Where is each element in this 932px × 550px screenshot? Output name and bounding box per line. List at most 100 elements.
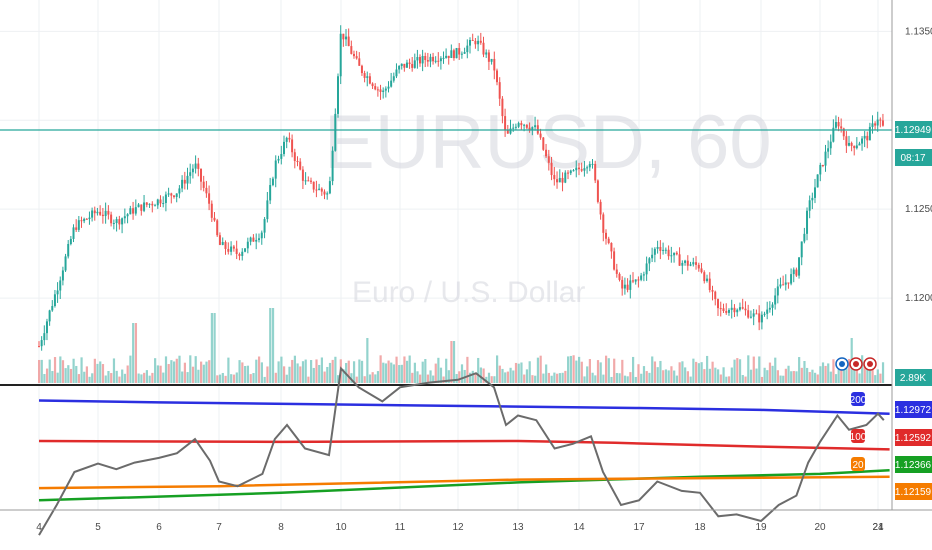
candle-191 [553, 166, 556, 186]
candle-72 [232, 244, 235, 252]
candle-182 [528, 122, 531, 133]
indicator-pane[interactable]: 200 100 20 [38, 366, 890, 536]
volume-bar-5 [51, 371, 54, 383]
volume-bar-295 [834, 374, 838, 383]
volume-bar-135 [403, 356, 406, 383]
volume-bar-110 [337, 375, 340, 383]
volume-bar-172 [501, 368, 504, 383]
candle-41 [148, 203, 151, 208]
volume-bar-171 [498, 365, 501, 383]
candle-230 [659, 240, 662, 260]
candle-218 [626, 278, 629, 293]
volume-bar-309 [871, 363, 874, 383]
candle-116 [352, 50, 355, 59]
candle-90 [283, 135, 285, 157]
volume-bar-31 [121, 369, 124, 383]
time-tick-label: 14 [573, 522, 585, 533]
price-candles[interactable] [38, 25, 884, 351]
volume-bar-59 [197, 369, 200, 383]
candle-18 [85, 218, 88, 220]
candle-87 [274, 155, 277, 188]
pane-separator[interactable] [0, 384, 932, 386]
price-axis[interactable]: 1.13500 1.12500 1.12000 1.12949 08:17 2.89K 1.… [891, 0, 932, 510]
volume-bar-102 [315, 359, 318, 383]
candle-247 [706, 274, 709, 283]
candle-282 [800, 241, 803, 266]
candle-113 [345, 29, 348, 47]
candle-131 [392, 72, 395, 83]
candle-1 [40, 336, 43, 351]
candle-184 [534, 116, 537, 131]
volume-bar-112 [342, 369, 345, 383]
volume-bar-81 [257, 356, 261, 383]
volume-bar-251 [716, 369, 720, 383]
volume-bar-287 [813, 372, 817, 383]
candle-97 [301, 166, 304, 190]
badge-text: 2.89K [900, 373, 926, 384]
candle-139 [413, 53, 416, 69]
volume-bar-75 [241, 362, 244, 383]
candle-26 [107, 205, 110, 220]
candle-289 [819, 162, 822, 182]
candle-135 [403, 63, 406, 72]
volume-bar-175 [509, 367, 512, 383]
candle-175 [509, 119, 512, 135]
candle-200 [578, 162, 580, 176]
candle-80 [255, 233, 258, 250]
volume-bar-303 [855, 368, 859, 383]
volume-bar-114 [347, 360, 350, 383]
volume-bar-271 [771, 365, 774, 383]
volume-bar-262 [747, 355, 750, 383]
volume-bar-288 [816, 374, 819, 383]
candle-212 [610, 242, 613, 259]
volume-bar-228 [653, 361, 657, 383]
candle-292 [827, 140, 830, 159]
volume-bar-141 [419, 374, 422, 383]
candle-7 [56, 282, 59, 303]
candle-0 [38, 341, 40, 348]
economic-events[interactable] [835, 357, 877, 371]
candle-163 [477, 35, 480, 52]
volume-bar-294 [832, 359, 835, 383]
volume-bar-302 [853, 359, 856, 383]
volume-bar-202 [583, 376, 586, 383]
candle-258 [736, 308, 739, 317]
candle-100 [310, 177, 312, 185]
candle-21 [93, 206, 96, 221]
candle-254 [725, 303, 728, 315]
volume-bar-77 [246, 365, 250, 383]
volume-bar-217 [623, 375, 627, 383]
candle-69 [224, 240, 227, 255]
volume-bars [38, 308, 885, 383]
candle-146 [432, 52, 435, 65]
candle-56 [189, 163, 192, 184]
candle-265 [755, 309, 758, 315]
volume-bar-54 [183, 362, 186, 383]
candle-91 [285, 136, 288, 149]
candle-194 [561, 172, 564, 192]
volume-bar-240 [686, 371, 689, 383]
volume-bar-150 [442, 376, 445, 383]
ma-tag-20: 20 [851, 457, 865, 471]
volume-bar-92 [288, 366, 291, 383]
volume-bar-23 [99, 361, 102, 383]
volume-bar-7 [56, 372, 59, 383]
candle-78 [249, 236, 252, 246]
candle-29 [115, 216, 118, 232]
candle-130 [390, 72, 393, 88]
volume-bar-166 [485, 376, 488, 383]
volume-bar-155 [455, 374, 458, 383]
candle-290 [821, 164, 824, 168]
volume-bar-15 [77, 374, 81, 383]
candle-307 [866, 131, 869, 149]
candle-260 [741, 298, 744, 310]
candle-134 [400, 63, 403, 70]
volume-bar-244 [697, 363, 700, 383]
volume-bar-10 [64, 368, 67, 383]
candle-65 [213, 211, 216, 222]
price-tick-label: 1.12000 [905, 293, 932, 304]
candle-84 [266, 191, 269, 223]
candle-287 [813, 178, 816, 204]
